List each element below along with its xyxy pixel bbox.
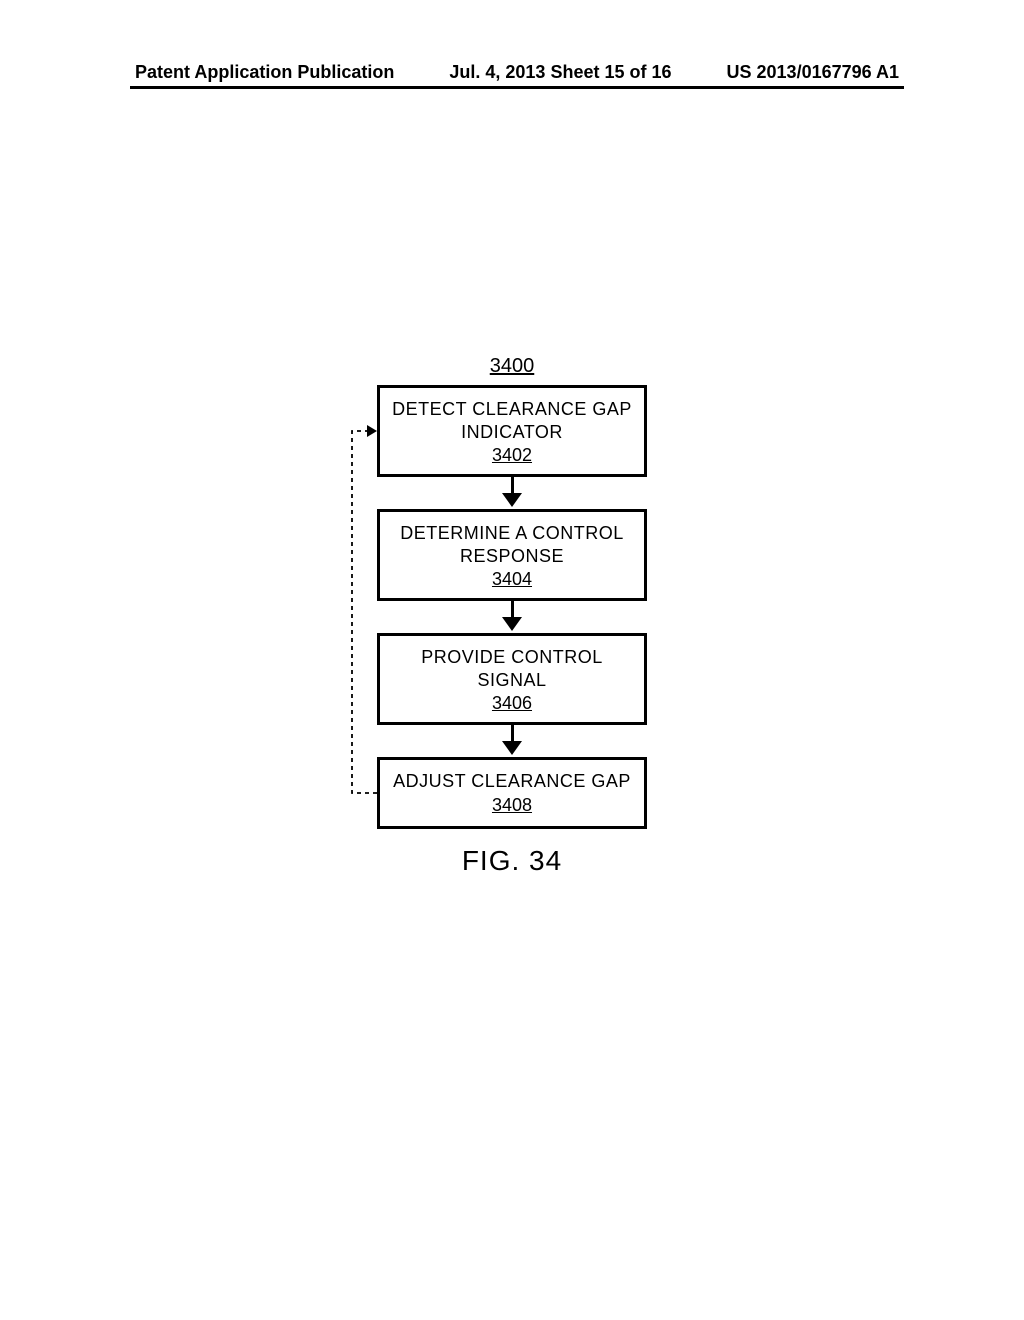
flowchart-feedback-edge [0,385,1024,813]
page-header: Patent Application Publication Jul. 4, 2… [135,62,899,83]
feedback-line [352,431,377,793]
header-center: Jul. 4, 2013 Sheet 15 of 16 [449,62,671,83]
header-left: Patent Application Publication [135,62,394,83]
page: Patent Application Publication Jul. 4, 2… [0,0,1024,1320]
header-rule [130,86,904,89]
figure-caption: FIG. 34 [462,845,562,877]
header-right: US 2013/0167796 A1 [727,62,899,83]
feedback-arrow-head-icon [367,425,377,437]
figure-reference-number: 3400 [490,355,535,378]
